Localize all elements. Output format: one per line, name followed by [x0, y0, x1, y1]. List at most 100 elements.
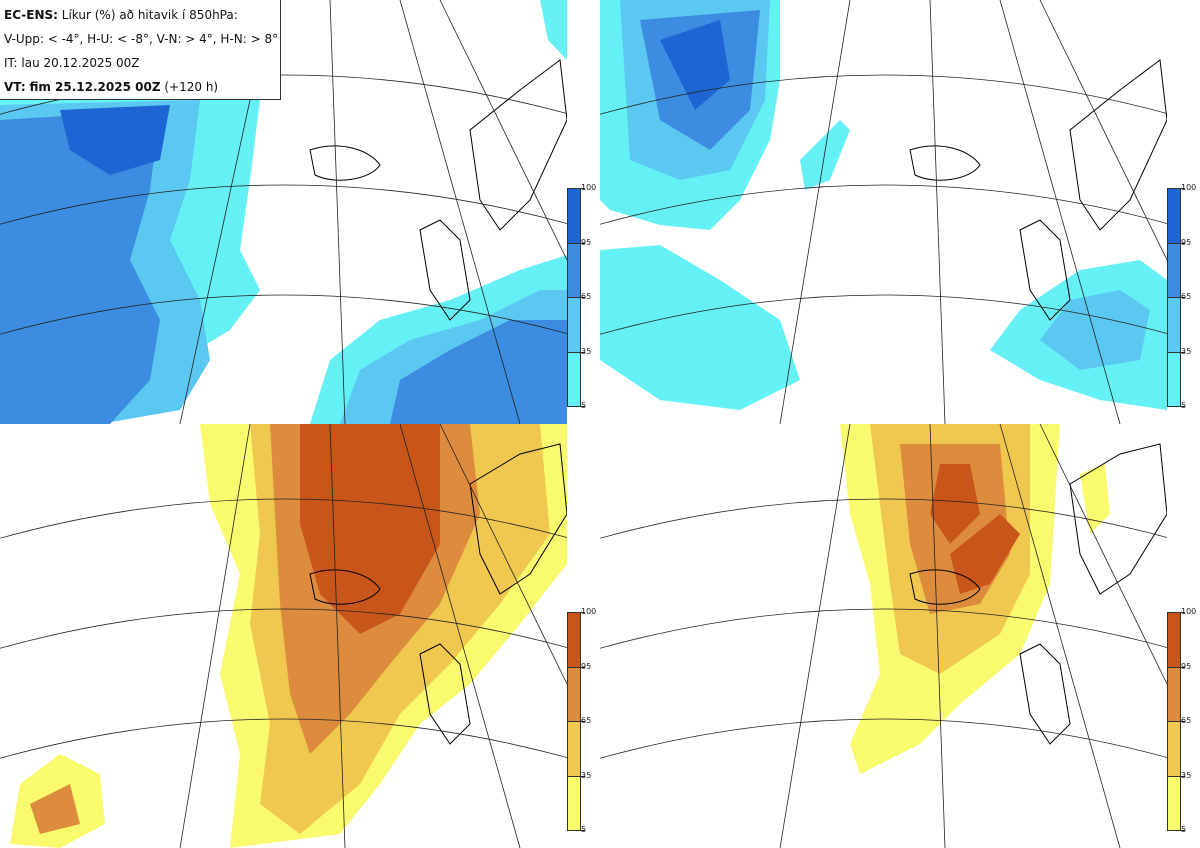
longitude-line [439, 0, 567, 261]
prob-area-high [0, 110, 160, 424]
colorbar-cold-right: 100 95 65 35 5 [1167, 184, 1197, 410]
colorbar-segment [1167, 775, 1181, 831]
latitude-line [600, 718, 1167, 759]
colorbar-tick-label: 95 [581, 237, 592, 247]
map-panel-v-n [0, 424, 567, 848]
colorbar-tick [1181, 188, 1185, 189]
colorbar-tick-label: 100 [1181, 183, 1197, 192]
colorbar-tick-label: 35 [1181, 770, 1192, 780]
valid-label: VT: [4, 80, 26, 94]
colorbar-tick [581, 721, 585, 722]
prob-area-low [600, 245, 800, 410]
latitude-line [600, 498, 1167, 539]
scandinavia-coast [1069, 443, 1167, 595]
latitude-line [0, 498, 567, 539]
colorbar-tick [1181, 775, 1185, 777]
colorbar-tick-label: 65 [1181, 716, 1192, 725]
iceland-coast [909, 569, 981, 605]
colorbar-segment [567, 188, 581, 244]
colorbar-tick-label: 95 [1181, 237, 1192, 247]
colorbar-tick-label: 35 [581, 346, 592, 356]
prob-area-top [660, 20, 730, 110]
colorbar-tick [1181, 612, 1185, 613]
longitude-line [1039, 424, 1167, 685]
colorbar-tick-label: 35 [581, 770, 592, 780]
colorbar-tick-label: 5 [1181, 401, 1187, 410]
init-time: IT: lau 20.12.2025 00Z [4, 56, 140, 70]
longitude-line [1039, 0, 1167, 261]
iceland-coast [309, 145, 381, 181]
colorbar-tick [581, 406, 585, 407]
longitude-line [779, 424, 851, 848]
colorbar-tick-label: 65 [581, 716, 592, 725]
latitude-line [600, 608, 1167, 649]
colorbar-tick-label: 65 [1181, 292, 1192, 301]
latitude-line [0, 294, 567, 335]
colorbar-segment [1167, 721, 1181, 777]
longitude-line [399, 0, 521, 424]
colorbar-tick [581, 612, 585, 613]
prob-area-low [540, 0, 567, 60]
title-text: Líkur (%) að hitavik í 850hPa: [61, 8, 238, 22]
prob-area-mid [1040, 290, 1150, 370]
valid-time: fim 25.12.2025 00Z [29, 80, 161, 94]
britain-coast [419, 643, 471, 745]
title-row: EC-ENS: Líkur (%) að hitavik í 850hPa: [4, 3, 276, 27]
colorbar-tick [1181, 242, 1185, 244]
model-label: EC-ENS: [4, 8, 58, 22]
colorbar-tick [1181, 721, 1185, 722]
colorbar-segment [567, 297, 581, 353]
map-panel-v-upp [0, 0, 567, 424]
colorbar-segment [1167, 666, 1181, 722]
latitude-line [0, 184, 567, 225]
prob-area-low [1080, 464, 1110, 534]
colorbar-tick [1181, 351, 1185, 353]
colorbar-tick-label: 100 [581, 183, 597, 192]
iceland-coast [309, 569, 381, 605]
longitude-line [999, 0, 1121, 424]
cold-probability-map [0, 0, 567, 424]
britain-coast [1019, 643, 1071, 745]
latitude-line [600, 74, 1167, 115]
colorbar-segment [567, 242, 581, 298]
colorbar-segment [567, 351, 581, 407]
prob-area-top [930, 464, 980, 544]
colorbar-tick-label: 65 [581, 292, 592, 301]
colorbar-tick [581, 830, 585, 831]
legend-line: V-Upp: < -4°, H-U: < -8°, V-N: > 4°, H-N… [4, 32, 279, 46]
colorbar-cold-left: 100 95 65 35 5 [567, 184, 597, 410]
prob-area-top [60, 105, 170, 175]
latitude-line [600, 294, 1167, 335]
colorbar-segment [1167, 242, 1181, 298]
colorbar-tick [1181, 406, 1185, 407]
longitude-line [329, 424, 346, 848]
colorbar-segment [1167, 351, 1181, 407]
colorbar-segment [567, 775, 581, 831]
colorbar-tick-label: 5 [1181, 825, 1187, 834]
latitude-line [0, 718, 567, 759]
longitude-line [329, 0, 346, 424]
colorbar-segment [1167, 612, 1181, 668]
colorbar-segment [1167, 297, 1181, 353]
britain-coast [419, 219, 471, 321]
longitude-line [929, 0, 946, 424]
valid-time-row: VT: fim 25.12.2025 00Z (+120 h) [4, 75, 276, 99]
colorbar-warm-left: 100 95 65 35 5 [567, 608, 597, 834]
colorbar-tick-label: 5 [581, 825, 587, 834]
latitude-line [0, 608, 567, 649]
colorbar-tick [581, 775, 585, 777]
info-box: EC-ENS: Líkur (%) að hitavik í 850hPa: V… [0, 0, 281, 100]
map-panel-h-n [600, 424, 1167, 848]
prob-area-high [30, 784, 80, 834]
colorbar-tick [581, 242, 585, 244]
latitude-line [600, 184, 1167, 225]
colorbar-segment [1167, 188, 1181, 244]
warm-probability-map [600, 424, 1167, 848]
colorbar-tick [581, 666, 585, 668]
colorbar-tick-label: 5 [581, 401, 587, 410]
colorbar-warm-right: 100 95 65 35 5 [1167, 608, 1197, 834]
longitude-line [999, 424, 1121, 848]
longitude-line [929, 424, 946, 848]
colorbar-tick [1181, 830, 1185, 831]
prob-area-top [300, 424, 440, 634]
